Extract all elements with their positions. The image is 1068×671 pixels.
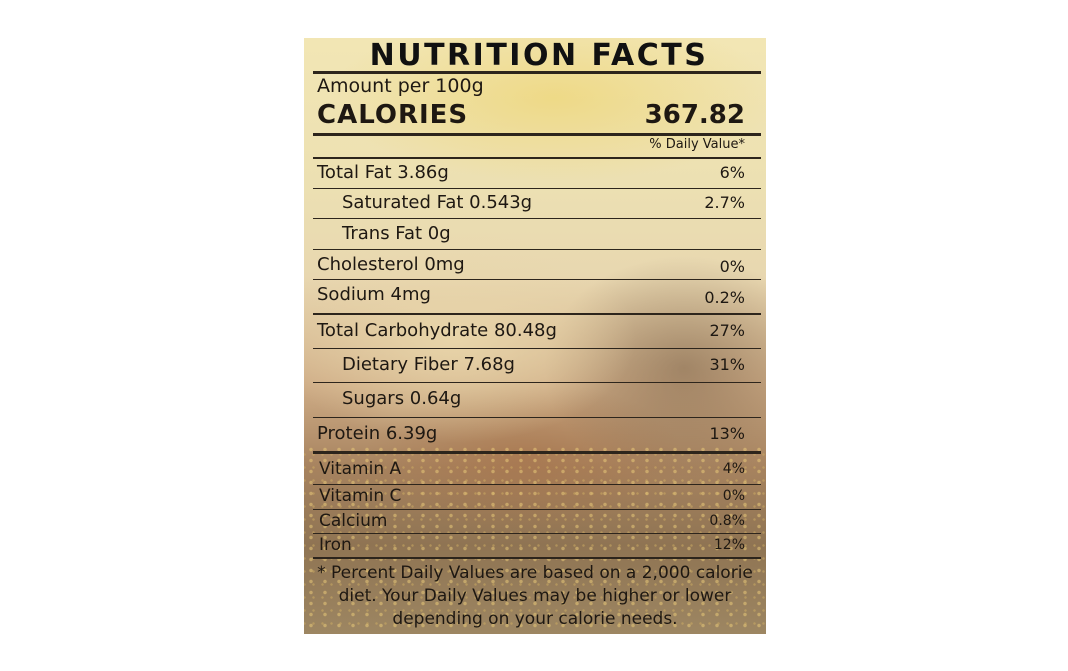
divider bbox=[313, 533, 761, 534]
nutrient-total-carbohydrate-dv: 27% bbox=[709, 321, 745, 340]
nutrient-dietary-fiber-dv: 31% bbox=[709, 355, 745, 374]
daily-value-header: % Daily Value* bbox=[649, 137, 745, 152]
divider bbox=[313, 133, 761, 136]
footnote-line-2: diet. Your Daily Values may be higher or… bbox=[338, 586, 732, 606]
divider bbox=[313, 218, 761, 219]
divider bbox=[313, 188, 761, 189]
divider bbox=[313, 382, 761, 383]
nutrient-saturated-fat: Saturated Fat 0.543g bbox=[342, 192, 533, 213]
vitamin-c-dv: 0% bbox=[722, 488, 745, 504]
corn-meal-background bbox=[304, 444, 766, 634]
nutrient-sodium-dv: 0.2% bbox=[704, 288, 745, 307]
vitamin-a-dv: 4% bbox=[722, 461, 745, 477]
nutrient-protein: Protein 6.39g bbox=[317, 423, 438, 444]
nutrient-dietary-fiber: Dietary Fiber 7.68g bbox=[342, 354, 515, 375]
divider bbox=[313, 313, 761, 315]
divider bbox=[313, 417, 761, 418]
divider bbox=[313, 348, 761, 349]
divider bbox=[313, 484, 761, 485]
footnote-line-1: * Percent Daily Values are based on a 2,… bbox=[317, 563, 753, 583]
nutrient-protein-dv: 13% bbox=[709, 424, 745, 443]
nutrient-cholesterol: Cholesterol 0mg bbox=[317, 254, 465, 275]
vitamin-a: Vitamin A bbox=[319, 459, 402, 479]
divider bbox=[313, 451, 761, 454]
calcium: Calcium bbox=[319, 511, 388, 531]
divider bbox=[313, 71, 761, 74]
nutrient-cholesterol-dv: 0% bbox=[719, 257, 745, 276]
nutrient-trans-fat: Trans Fat 0g bbox=[342, 223, 451, 244]
divider bbox=[313, 509, 761, 510]
nutrient-total-carbohydrate: Total Carbohydrate 80.48g bbox=[317, 320, 557, 341]
divider bbox=[313, 279, 761, 280]
divider bbox=[313, 157, 761, 159]
nutrient-sugars: Sugars 0.64g bbox=[342, 388, 462, 409]
divider bbox=[313, 249, 761, 250]
nutrient-total-fat: Total Fat 3.86g bbox=[317, 162, 449, 183]
vitamin-c: Vitamin C bbox=[319, 486, 402, 506]
iron-dv: 12% bbox=[713, 537, 745, 553]
nutrient-total-fat-dv: 6% bbox=[719, 163, 745, 182]
calories-label: CALORIES bbox=[317, 100, 469, 130]
footnote-line-3: depending on your calorie needs. bbox=[392, 609, 678, 629]
nutrition-facts-label: NUTRITION FACTS Amount per 100g CALORIES… bbox=[304, 38, 766, 634]
iron: Iron bbox=[319, 535, 352, 555]
calories-value: 367.82 bbox=[644, 100, 745, 130]
nutrient-sodium: Sodium 4mg bbox=[317, 284, 431, 305]
amount-per-serving: Amount per 100g bbox=[317, 75, 484, 97]
divider bbox=[313, 557, 761, 559]
calcium-dv: 0.8% bbox=[709, 513, 745, 529]
label-title: NUTRITION FACTS bbox=[369, 38, 709, 73]
nutrient-saturated-fat-dv: 2.7% bbox=[704, 193, 745, 212]
